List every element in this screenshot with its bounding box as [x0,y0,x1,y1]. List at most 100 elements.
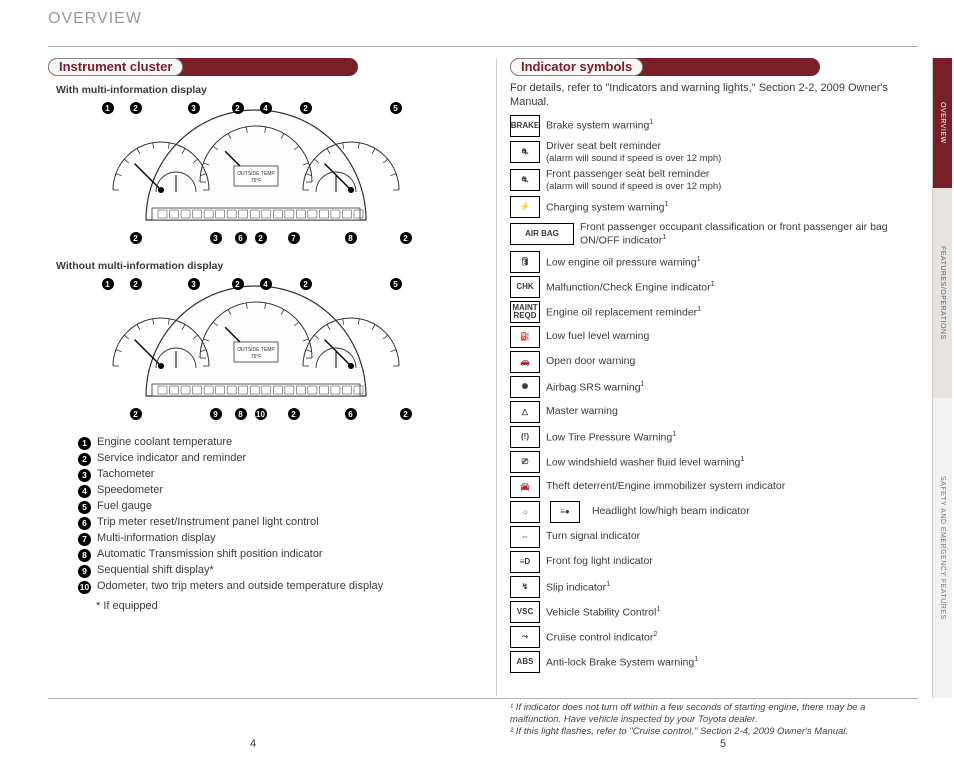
indicator-label: Slip indicator1 [546,580,610,594]
legend-text: Multi-information display [97,532,216,546]
indicator-label: Headlight low/high beam indicator [592,505,750,518]
legend-row: 3 Tachometer [78,468,483,482]
callout-marker: 3 [188,102,200,114]
legend-row: 8 Automatic Transmission shift position … [78,548,483,562]
legend-number: 9 [78,565,91,578]
legend-row: 9 Sequential shift display* [78,564,483,578]
indicator-label: Open door warning [546,355,635,368]
callout-marker: 8 [235,408,247,420]
legend-row: 1 Engine coolant temperature [78,436,483,450]
legend-text: Automatic Transmission shift position in… [97,548,323,562]
legend-text: Fuel gauge [97,500,152,514]
indicator-row: ⎚Low windshield washer fluid level warni… [510,451,918,473]
callout-marker: 2 [130,102,142,114]
legend-row: 6 Trip meter reset/Instrument panel ligh… [78,516,483,530]
callout-marker: 8 [345,232,357,244]
indicator-row: ⚡Charging system warning1 [510,196,918,218]
tab-overview[interactable]: OVERVIEW [932,58,952,188]
indicator-icon: ⛐ [510,169,540,191]
column-separator [496,58,497,696]
callout-marker: 5 [390,102,402,114]
indicator-row: ☼ ≡● Headlight low/high beam indicator [510,501,918,523]
indicator-icon: (!) [510,426,540,448]
indicator-icon: ↯ [510,576,540,598]
legend-text: Service indicator and reminder [97,452,246,466]
legend-text: Sequential shift display* [97,564,214,578]
callout-marker: 2 [300,102,312,114]
tab-features[interactable]: FEATURES/OPERATIONS [932,188,952,398]
indicator-row: 🚗 Open door warning [510,351,918,373]
indicator-icon: VSC [510,601,540,623]
callout-marker: 4 [260,278,272,290]
indicator-intro: For details, refer to "Indicators and wa… [510,82,918,110]
legend-number: 4 [78,485,91,498]
indicator-list: BRAKEBrake system warning1⛐Driver seat b… [510,115,918,673]
legend-text: Odometer, two trip meters and outside te… [97,580,383,594]
indicator-icon: ☼ [510,501,540,523]
indicator-label: Front passenger occupant classification … [580,221,918,248]
indicator-row: ⛽Low fuel level warning [510,326,918,348]
page-number-left: 4 [250,738,256,750]
callout-marker: 2 [400,408,412,420]
indicator-label: Low Tire Pressure Warning1 [546,430,676,444]
page-number-right: 5 [720,738,726,750]
indicator-icon: ⤳ [510,626,540,648]
indicator-icon: BRAKE [510,115,540,137]
callout-marker: 5 [390,278,402,290]
callout-marker: 2 [400,232,412,244]
indicator-label: Driver seat belt reminder(alarm will sou… [546,140,721,165]
cluster-with-display: OUTSIDE TEMP75°F12324252362782 [66,100,466,250]
indicator-icon: 🚗 [510,351,540,373]
indicator-label: Front fog light indicator [546,555,653,568]
legend-text: Engine coolant temperature [97,436,232,450]
callout-marker: 2 [288,408,300,420]
indicator-label: Cruise control indicator2 [546,630,657,644]
indicator-label: Low windshield washer fluid level warnin… [546,455,744,469]
indicator-row: 🛢Low engine oil pressure warning1 [510,251,918,273]
legend-row: 2 Service indicator and reminder [78,452,483,466]
legend-text: Tachometer [97,468,154,482]
legend-row: 4 Speedometer [78,484,483,498]
indicator-row: CHKMalfunction/Check Engine indicator1 [510,276,918,298]
indicator-icon: 🚘 [510,476,540,498]
indicator-label: Theft deterrent/Engine immobilizer syste… [546,480,785,493]
svg-text:OUTSIDE TEMP: OUTSIDE TEMP [237,171,275,177]
indicator-label: Turn signal indicator [546,530,640,543]
indicator-label: Malfunction/Check Engine indicator1 [546,280,715,294]
indicator-row: (!) Low Tire Pressure Warning1 [510,426,918,448]
indicator-row: ABSAnti-lock Brake System warning1 [510,651,918,673]
legend-text: Trip meter reset/Instrument panel light … [97,516,319,530]
callout-marker: 2 [300,278,312,290]
callout-marker: 2 [232,278,244,290]
callout-marker: 1 [102,278,114,290]
callout-marker: 2 [232,102,244,114]
section-header-right-label: Indicator symbols [510,58,643,76]
indicator-icon: ⚡ [510,196,540,218]
section-header-left: Instrument cluster [48,58,358,76]
indicator-icon: MAINT REQD [510,301,540,323]
indicator-row: ⇔Turn signal indicator [510,526,918,548]
legend-number: 3 [78,469,91,482]
legend-row: 10 Odometer, two trip meters and outside… [78,580,483,594]
indicator-row: AIR BAGFront passenger occupant classifi… [510,221,918,248]
bottom-divider [48,698,918,699]
tab-safety[interactable]: SAFETY AND EMERGENCY FEATURES [932,398,952,698]
legend-number: 2 [78,453,91,466]
indicator-row: ⤳ Cruise control indicator2 [510,626,918,648]
svg-text:OUTSIDE TEMP: OUTSIDE TEMP [237,347,275,353]
callout-marker: 2 [130,408,142,420]
indicator-label: Master warning [546,405,618,418]
footnote-2: ² If this light flashes, refer to "Cruis… [510,726,918,738]
cluster-legend: 1 Engine coolant temperature 2 Service in… [78,436,483,594]
indicator-label: Vehicle Stability Control1 [546,605,660,619]
callout-marker: 3 [188,278,200,290]
indicator-row: ↯ Slip indicator1 [510,576,918,598]
callout-marker: 1 [102,102,114,114]
caption-with-display: With multi-information display [56,84,483,96]
cluster-without-display: OUTSIDE TEMP75°F123242529810262 [66,276,466,426]
indicator-icon: ≡D [510,551,540,573]
indicator-icon: ≡● [550,501,580,523]
indicator-label: Low engine oil pressure warning1 [546,255,701,269]
legend-number: 10 [78,581,91,594]
footnote-1: ¹ If indicator does not turn off within … [510,702,918,726]
